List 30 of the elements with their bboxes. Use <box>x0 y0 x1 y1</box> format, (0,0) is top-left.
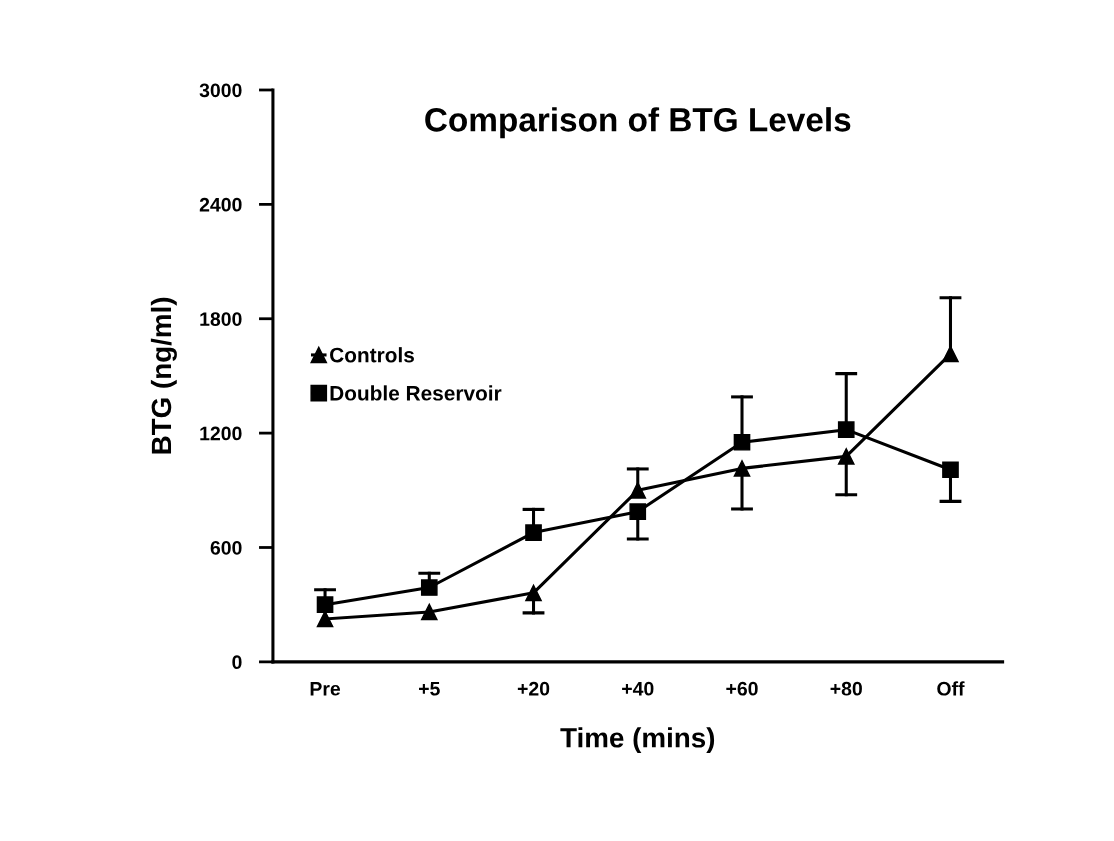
point <box>316 596 334 614</box>
y-axis-title: BTG (ng/ml) <box>150 297 177 454</box>
x-tick-label: +60 <box>726 681 758 696</box>
point <box>629 481 647 499</box>
legend-label: Double Reservoir <box>330 385 502 401</box>
y-tick-label: 2400 <box>199 197 242 212</box>
legend-label: Controls <box>330 347 414 363</box>
x-tick-label: +5 <box>419 682 440 696</box>
y-tick-label: 1200 <box>200 426 242 441</box>
x-tick-label: +80 <box>830 681 862 696</box>
y-tick-label: 3000 <box>199 83 242 98</box>
point <box>629 503 647 520</box>
x-tick-label: Pre <box>310 682 341 696</box>
point <box>942 461 959 479</box>
x-tick-label: +20 <box>517 681 550 696</box>
point <box>525 524 542 541</box>
point <box>420 579 438 596</box>
x-axis-title: Time (mins) <box>560 727 715 754</box>
chart-title: Comparison of BTG Levels <box>425 107 851 139</box>
x-tick-label: +40 <box>622 681 654 696</box>
point <box>837 421 855 439</box>
y-tick-label: 1800 <box>200 312 242 326</box>
x-tick-label: Off <box>937 681 965 696</box>
point <box>733 460 751 477</box>
point <box>420 603 438 621</box>
y-tick-label: 600 <box>210 540 242 555</box>
point <box>733 433 751 451</box>
point <box>525 584 542 602</box>
y-tick-label: 0 <box>232 655 242 670</box>
point <box>837 448 855 465</box>
